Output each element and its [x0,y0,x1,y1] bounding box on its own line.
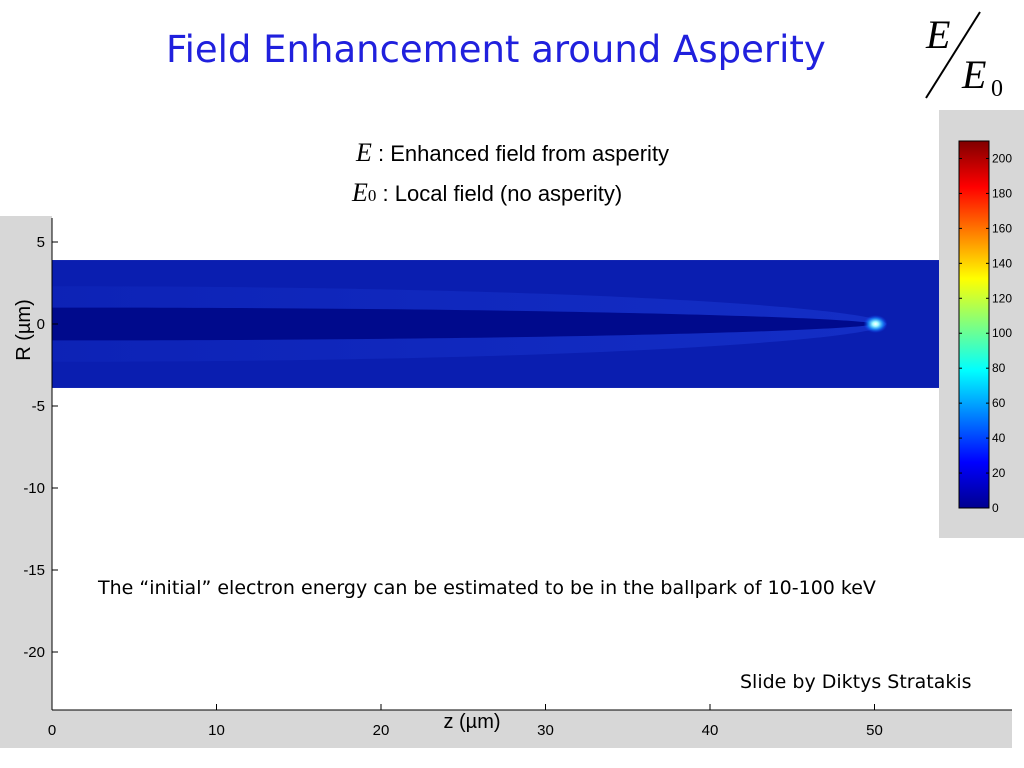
colorbar-tick-label: 60 [992,396,1006,410]
legend-symbol: E [352,178,368,207]
colorbar-tick-label: 20 [992,466,1006,480]
legend-subscript: 0 [367,186,377,205]
y-tick-label: -15 [23,562,45,579]
colorbar-tick-label: 200 [992,151,1012,165]
slide-title: Field Enhancement around Asperity [166,28,826,71]
legend-item-enhanced: E : Enhanced field from asperity [356,138,669,168]
colorbar: 0 20 40 60 80 100 120 140 160 180 200 [939,110,1024,538]
plot-area [51,218,1012,711]
slide-credit: Slide by Diktys Stratakis [740,671,972,693]
x-axis: 0 10 20 30 40 50 [48,704,883,739]
y-tick-label: 0 [37,316,45,333]
x-tick-label: 20 [373,722,390,739]
axis-panel [0,216,1012,748]
legend-symbol: E [356,138,372,167]
x-axis-panel [0,710,1012,748]
colorbar-tick-label: 180 [992,186,1012,200]
colorbar-tick-label: 0 [992,501,999,515]
y-tick-label: 5 [37,234,45,251]
legend-label: : Local field (no asperity) [382,181,623,206]
ratio-numerator: E [925,12,950,57]
field-ratio-symbol: E E 0 [925,11,1003,102]
colorbar-tick-label: 100 [992,326,1012,340]
energy-note: The “initial” electron energy can be est… [98,577,876,599]
colorbar-tick-label: 120 [992,291,1012,305]
x-tick-label: 40 [702,722,719,739]
legend-label: : Enhanced field from asperity [378,141,670,166]
colorbar-tick-label: 80 [992,361,1006,375]
ratio-denominator: E [961,52,986,97]
asperity-tip-hotspot [863,315,888,333]
asperity-body [52,307,875,341]
x-tick-label: 50 [866,722,883,739]
y-tick-label: -20 [23,644,45,661]
x-tick-label: 0 [48,722,56,739]
legend-item-local: E0 : Local field (no asperity) [352,178,622,208]
ratio-slash [925,11,981,99]
colorbar-gradient [958,140,990,509]
y-tick-label: -5 [32,398,45,415]
x-tick-label: 10 [208,722,225,739]
colorbar-tick-label: 160 [992,221,1012,235]
x-tick-label: 30 [537,722,554,739]
y-axis-panel [0,216,52,748]
y-axis-label: R (µm) [13,299,35,361]
y-tick-label: -10 [23,480,45,497]
x-axis-label: z (µm) [443,711,500,733]
colorbar-tick-label: 40 [992,431,1006,445]
ratio-denominator-subscript: 0 [991,76,1003,102]
colorbar-tick-label: 140 [992,256,1012,270]
y-axis: 5 0 -5 -10 -15 -20 [23,234,58,661]
